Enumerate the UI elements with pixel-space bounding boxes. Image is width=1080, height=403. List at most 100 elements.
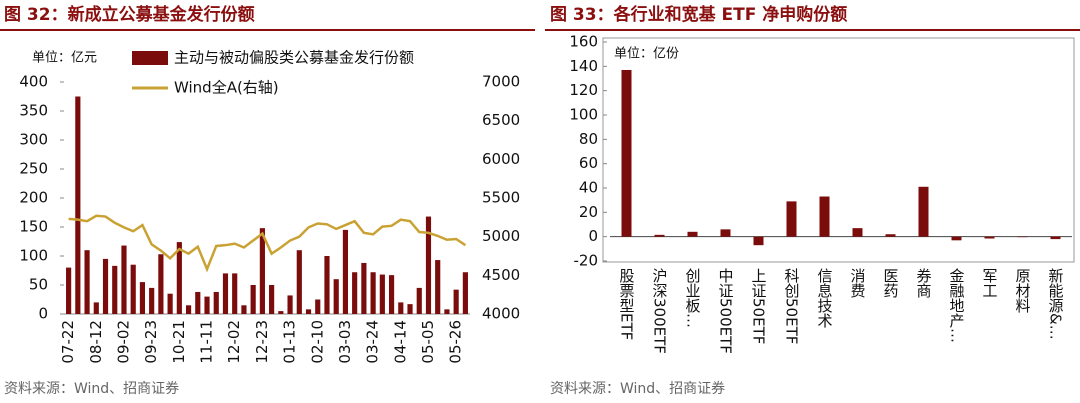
bar <box>278 311 284 314</box>
bar <box>66 267 72 314</box>
x-tick-label: 05-05 <box>419 320 437 364</box>
bar <box>852 228 863 237</box>
bar <box>1017 236 1028 238</box>
title-rule <box>0 29 535 31</box>
bar <box>232 273 238 314</box>
bar <box>984 236 995 239</box>
unit-label: 单位：亿元 <box>32 51 97 66</box>
y2-tick-label: 6000 <box>482 150 520 168</box>
y-tick-label: 120 <box>569 81 598 99</box>
y-tick-label: 350 <box>19 102 48 120</box>
x-tick-label: 沪深300ETF <box>651 268 669 354</box>
y-tick-label: 140 <box>569 57 598 75</box>
x-tick-label: 11-11 <box>198 320 216 364</box>
y-tick-label: 20 <box>579 203 598 221</box>
bar <box>195 291 201 314</box>
y-tick-label: -20 <box>574 252 599 270</box>
y-tick-label: 300 <box>19 131 48 149</box>
y-tick-label: 100 <box>569 106 598 124</box>
plot-frame <box>602 37 1075 263</box>
x-tick-label: 上证50ETF <box>750 268 768 344</box>
bar <box>333 279 339 314</box>
legend-label: Wind全A(右轴) <box>174 79 279 97</box>
x-tick-label: 07-22 <box>59 320 77 364</box>
bar <box>819 196 830 237</box>
bar <box>287 295 293 314</box>
bar <box>416 287 422 314</box>
bar <box>75 96 81 314</box>
source: 资料来源：Wind、招商证券 <box>550 381 725 397</box>
y-tick-label: 40 <box>579 179 598 197</box>
bar <box>435 260 441 314</box>
bar <box>654 234 665 237</box>
y-tick-label: 200 <box>19 189 48 207</box>
x-tick-label: 科创50ETF <box>783 268 801 344</box>
bar <box>462 272 468 314</box>
chart-title: 图 33：各行业和宽基 ETF 净申购份额 <box>550 4 847 25</box>
x-tick-label: 创业板… <box>684 268 702 328</box>
x-tick-label: 09-02 <box>114 320 132 364</box>
bar <box>918 186 929 237</box>
x-tick-label: 12-02 <box>225 320 243 364</box>
bar <box>951 236 962 241</box>
bar <box>149 287 155 314</box>
bar <box>342 229 349 314</box>
x-tick-label: 08-12 <box>87 320 105 364</box>
line-series <box>68 214 467 273</box>
x-tick-label: 02-10 <box>308 320 326 364</box>
y-tick-label: 400 <box>19 73 48 91</box>
unit-label: 单位：亿份 <box>614 47 679 62</box>
x-tick-label: 新能源&… <box>1047 268 1065 340</box>
x-tick-label: 01-13 <box>281 320 299 364</box>
x-tick-label: 03-24 <box>364 320 382 364</box>
x-tick-label: 03-03 <box>336 320 354 364</box>
bar <box>720 229 731 237</box>
bar <box>444 309 450 314</box>
x-tick-label: 金融地产… <box>948 268 966 343</box>
x-tick-label: 中证500ETF <box>717 268 735 354</box>
y-tick-label: 150 <box>19 218 48 236</box>
x-tick-label: 消费 <box>849 268 867 298</box>
x-tick-label: 原材料 <box>1014 268 1032 313</box>
bar <box>324 256 330 314</box>
y-tick-label: 0 <box>588 227 598 245</box>
x-tick-label: 04-14 <box>391 320 409 364</box>
y-tick-label: 0 <box>38 305 48 323</box>
y2-tick-label: 5500 <box>482 189 520 207</box>
y2-tick-label: 7000 <box>482 73 520 91</box>
bar <box>158 254 164 314</box>
source: 资料来源：Wind、招商证券 <box>4 381 179 397</box>
bar <box>121 245 127 314</box>
bar <box>84 250 90 314</box>
bar <box>352 272 358 314</box>
x-tick-label: 12-23 <box>253 320 271 364</box>
x-tick-label: 军工 <box>981 268 999 298</box>
y-tick-label: 160 <box>569 33 598 51</box>
x-tick-label: 信息技术 <box>816 268 834 328</box>
bar <box>687 231 698 237</box>
bar <box>407 304 413 314</box>
bar <box>379 274 385 314</box>
x-tick-label: 05-26 <box>447 320 465 364</box>
y-tick-label: 250 <box>19 160 48 178</box>
bar <box>176 242 182 314</box>
y2-tick-label: 5000 <box>482 227 520 245</box>
bar <box>112 265 118 314</box>
legend-swatch <box>132 51 168 65</box>
bar <box>388 275 395 314</box>
bar <box>315 299 321 314</box>
x-tick-label: 10-21 <box>170 320 188 364</box>
bar <box>185 305 192 314</box>
y2-tick-label: 6500 <box>482 111 520 129</box>
title-rule <box>545 29 1080 31</box>
bar <box>222 273 229 314</box>
bar <box>305 309 312 314</box>
chart-title: 图 32：新成立公募基金发行份额 <box>4 4 255 25</box>
legend-label: 主动与被动偏股类公募基金发行份额 <box>174 49 414 67</box>
bar <box>621 69 632 237</box>
y2-tick-label: 4500 <box>482 266 520 284</box>
bar <box>398 302 404 314</box>
bar <box>786 201 797 237</box>
x-tick-label: 券商 <box>915 268 933 298</box>
